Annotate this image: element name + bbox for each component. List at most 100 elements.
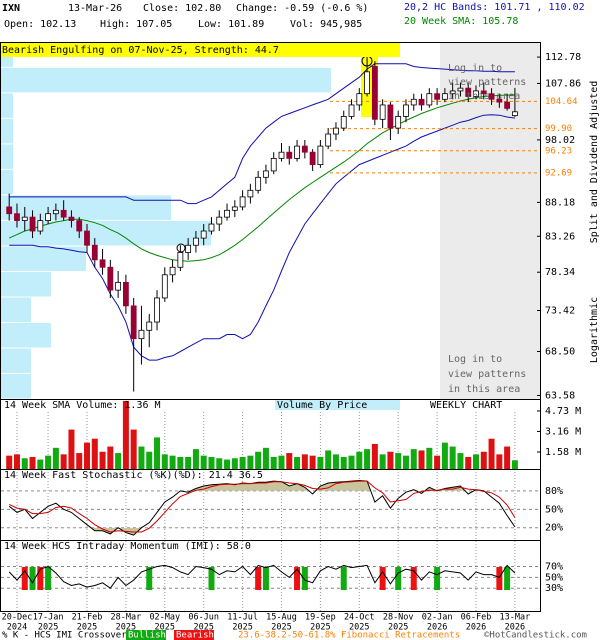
change: Change: -0.59 (-0.6 %)	[236, 3, 368, 14]
volume-bar	[45, 455, 52, 469]
x-tick-label: 2024	[7, 623, 27, 633]
date: 13-Mar-26	[68, 3, 122, 14]
volume-bar	[340, 456, 347, 469]
candle-body	[247, 189, 254, 198]
volume-bar	[325, 450, 332, 469]
fibonacci-label: 104.64	[545, 97, 578, 107]
y-tick-label: 78.34	[545, 267, 575, 278]
candle-body	[231, 206, 238, 211]
x-tick-label: 2026	[466, 623, 486, 633]
volume-bar	[332, 454, 339, 469]
candle-body	[14, 213, 20, 221]
crossover-signal	[45, 567, 52, 590]
volume-by-price-bar	[1, 271, 51, 297]
candle-body	[512, 111, 518, 117]
volume-bar	[434, 455, 441, 469]
candle-body	[301, 145, 308, 153]
crossover-signal	[208, 567, 215, 590]
candle-body	[193, 237, 199, 246]
x-tick-label: 06-Jun	[188, 613, 219, 623]
candle-body	[325, 133, 332, 147]
x-tick-label: 02-Jan	[422, 613, 453, 623]
x-tick-label: 2025	[310, 623, 330, 633]
candle-body	[340, 116, 347, 129]
candle-body	[364, 71, 370, 95]
candle-body	[123, 281, 129, 307]
x-tick-label: 2025	[155, 623, 175, 633]
momentum-panel	[0, 540, 541, 612]
side-label: Logarithmic	[589, 297, 600, 363]
volume-bar	[107, 446, 114, 469]
volume-bar	[216, 458, 223, 469]
candle-body	[278, 151, 285, 159]
candle-body	[441, 93, 448, 100]
login-note: Log in to	[448, 63, 502, 74]
login-note: in this area	[448, 91, 520, 102]
momentum-title: 14 Week HCS Intraday Momentum (IMI): 58.…	[4, 541, 251, 552]
volume-bar	[154, 437, 161, 469]
volume-by-price-bar	[1, 67, 331, 93]
candle-body	[138, 329, 145, 340]
login-note: in this area	[448, 384, 520, 395]
y-tick-label: 98.02	[545, 135, 575, 146]
volume-by-price-bar	[1, 118, 13, 144]
volume-by-price-bar	[1, 93, 13, 118]
y-tick-label: 107.86	[545, 78, 581, 89]
volume-bar	[488, 438, 495, 469]
volume-by-price-bar	[1, 297, 31, 322]
x-tick-label: 19-Sep	[305, 613, 336, 623]
volume-bar	[387, 451, 394, 469]
bands-legend: 20,2 HC Bands: 101.71 , 110.02	[404, 2, 585, 13]
candle-body	[146, 321, 153, 331]
x-tick-label: 2026	[427, 623, 447, 633]
volume-bar	[309, 455, 316, 469]
y-tick-label: 20%	[545, 523, 563, 534]
y-tick-label: 83.26	[545, 231, 575, 242]
candle-body	[426, 93, 433, 106]
sma-legend: 20 Week SMA: 105.78	[404, 16, 518, 27]
volume-bar	[161, 454, 168, 469]
x-tick-label: 2025	[349, 623, 369, 633]
candle-body	[286, 151, 293, 159]
candle-body	[379, 104, 386, 120]
y-tick-label: 30%	[545, 583, 563, 594]
volume-bar	[146, 451, 153, 469]
candle-body	[348, 104, 355, 117]
x-tick-label: 2025	[38, 623, 58, 633]
x-tick-label: 2025	[232, 623, 252, 633]
candle-body	[465, 87, 472, 97]
oscillator-line	[8, 479, 516, 536]
x-tick-label: 2025	[116, 623, 136, 633]
crossover-signal	[29, 567, 36, 590]
volume-by-price-bar	[1, 220, 211, 246]
volume-by-price-bar	[1, 144, 13, 169]
candle-body	[480, 90, 487, 95]
crossover-signal	[496, 567, 503, 590]
candle-body	[504, 101, 511, 109]
crossover-signal	[21, 567, 28, 590]
volume-title: 14 Week SMA Volume: 1.36 M	[4, 400, 161, 411]
bearish-key	[174, 630, 214, 640]
candle-body	[395, 116, 402, 129]
volume-bar	[239, 456, 246, 469]
crossover-signal	[301, 567, 308, 590]
y-tick-label: 88.18	[545, 197, 575, 208]
volume-by-price-bar	[1, 348, 31, 373]
volume-bar	[379, 454, 386, 469]
x-tick-label: 13-Mar	[500, 613, 531, 623]
volume-bar	[301, 454, 308, 469]
volume-bar	[224, 459, 231, 469]
volume-bar	[68, 429, 75, 469]
volume-bar	[169, 455, 176, 469]
stochastic-title: 14 Week Fast Stochastic (%K)(%D): 21.4 3…	[4, 470, 263, 481]
candle-body	[185, 244, 192, 253]
candle-body	[356, 93, 363, 106]
volume-bar	[60, 454, 67, 469]
volume-by-price-bar	[1, 322, 51, 348]
volume-by-price-bar	[1, 169, 13, 195]
candle-body	[161, 274, 168, 299]
x-tick-label: 11-Jul	[227, 613, 258, 623]
candle-body	[115, 281, 122, 291]
